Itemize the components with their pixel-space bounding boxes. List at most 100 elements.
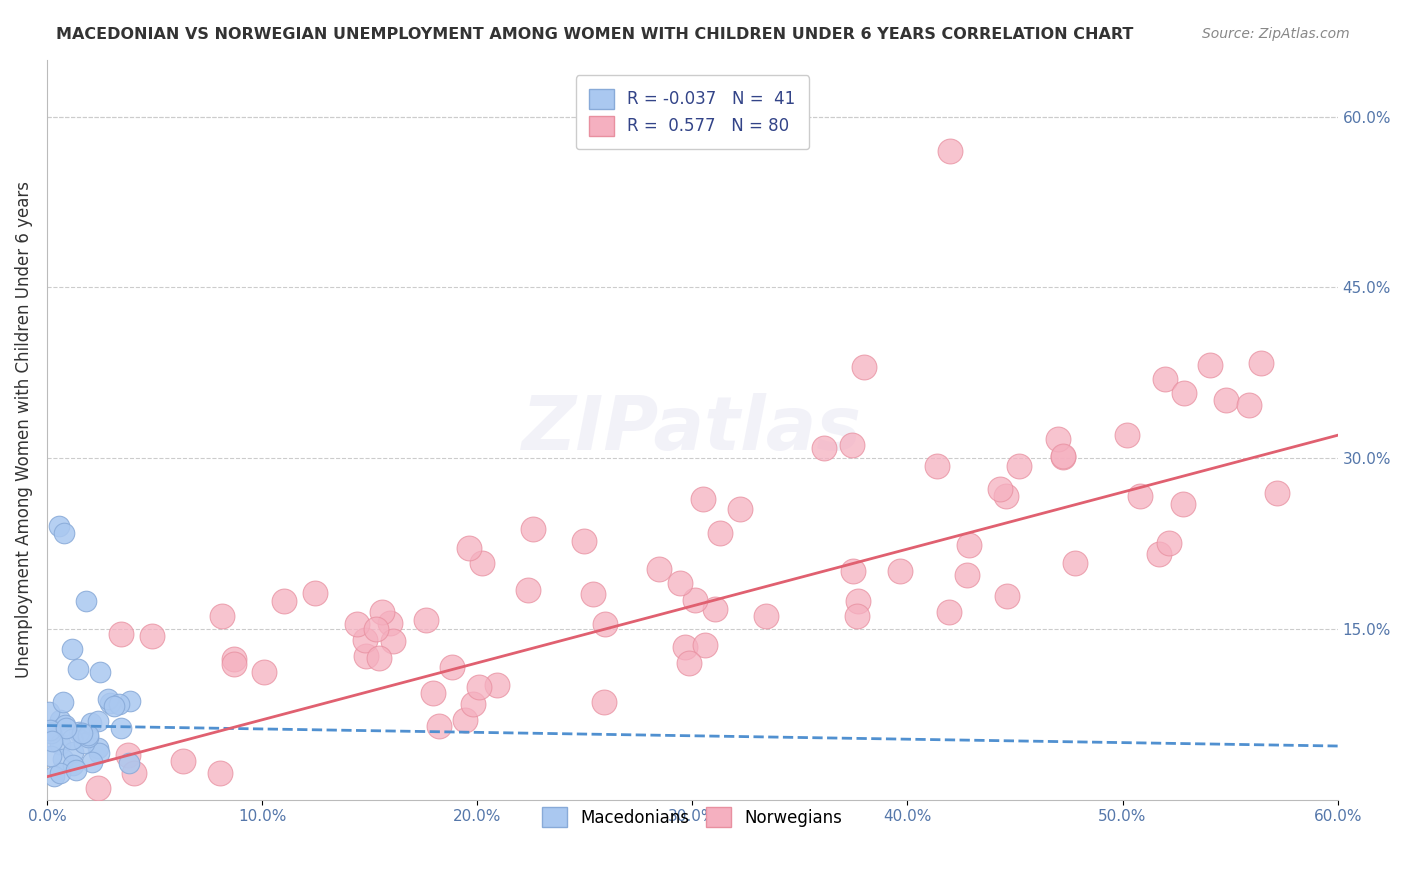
Point xyxy=(574,534,596,549)
Point xyxy=(41,723,63,737)
Point xyxy=(62,745,84,759)
Point xyxy=(582,587,605,601)
Point xyxy=(1115,427,1137,442)
Point xyxy=(44,769,66,783)
Point xyxy=(67,662,90,676)
Point xyxy=(889,564,911,578)
Point xyxy=(485,678,508,692)
Point xyxy=(648,561,671,575)
Point xyxy=(728,502,751,516)
Point xyxy=(354,648,377,663)
Point xyxy=(367,650,389,665)
Point xyxy=(939,144,962,158)
Point xyxy=(685,592,707,607)
Point xyxy=(1250,356,1272,370)
Point xyxy=(62,758,84,772)
Point xyxy=(461,697,484,711)
Point xyxy=(73,736,96,750)
Point xyxy=(76,730,98,744)
Point xyxy=(52,752,75,766)
Point xyxy=(1173,497,1195,511)
Point xyxy=(49,737,72,751)
Point xyxy=(997,589,1019,603)
Point xyxy=(353,633,375,648)
Point xyxy=(853,359,876,374)
Point xyxy=(87,746,110,760)
Point xyxy=(51,695,73,709)
Point xyxy=(75,593,97,607)
Point xyxy=(709,525,731,540)
Point xyxy=(695,638,717,652)
Point xyxy=(988,482,1011,496)
Point xyxy=(124,765,146,780)
Point xyxy=(441,659,464,673)
Point xyxy=(1159,535,1181,549)
Text: MACEDONIAN VS NORWEGIAN UNEMPLOYMENT AMONG WOMEN WITH CHILDREN UNDER 6 YEARS COR: MACEDONIAN VS NORWEGIAN UNEMPLOYMENT AMO… xyxy=(56,27,1133,42)
Point xyxy=(48,518,70,533)
Point xyxy=(1064,556,1087,570)
Point xyxy=(87,740,110,755)
Point xyxy=(1052,450,1074,464)
Point xyxy=(304,586,326,600)
Point xyxy=(1239,398,1261,412)
Point xyxy=(841,438,863,452)
Point xyxy=(117,747,139,762)
Point xyxy=(49,713,72,727)
Point xyxy=(118,756,141,770)
Point xyxy=(110,627,132,641)
Point xyxy=(957,538,980,552)
Legend: Macedonians, Norwegians: Macedonians, Norwegians xyxy=(534,798,851,836)
Point xyxy=(141,629,163,643)
Point xyxy=(427,719,450,733)
Point xyxy=(1052,449,1074,463)
Point xyxy=(1129,489,1152,503)
Point xyxy=(1047,433,1070,447)
Point xyxy=(273,594,295,608)
Point xyxy=(755,609,778,624)
Point xyxy=(60,642,83,657)
Point xyxy=(1147,547,1170,561)
Point xyxy=(1154,372,1177,386)
Point xyxy=(39,749,62,764)
Y-axis label: Unemployment Among Women with Children Under 6 years: Unemployment Among Women with Children U… xyxy=(15,181,32,678)
Text: ZIPatlas: ZIPatlas xyxy=(522,393,862,466)
Point xyxy=(366,622,388,636)
Point xyxy=(49,765,72,780)
Point xyxy=(522,522,544,536)
Point xyxy=(41,734,63,748)
Point xyxy=(38,706,60,720)
Point xyxy=(87,781,110,796)
Point xyxy=(38,723,60,738)
Point xyxy=(668,576,690,591)
Point xyxy=(1199,358,1222,372)
Point xyxy=(65,763,87,777)
Point xyxy=(673,640,696,655)
Point xyxy=(1265,485,1288,500)
Point xyxy=(593,617,616,632)
Point xyxy=(938,606,960,620)
Point xyxy=(703,601,725,615)
Point xyxy=(110,721,132,735)
Point xyxy=(120,694,142,708)
Point xyxy=(692,491,714,506)
Point xyxy=(995,490,1018,504)
Point xyxy=(842,564,865,578)
Point xyxy=(98,696,121,710)
Point xyxy=(956,568,979,582)
Text: Source: ZipAtlas.com: Source: ZipAtlas.com xyxy=(1202,27,1350,41)
Point xyxy=(1173,386,1195,401)
Point xyxy=(346,617,368,632)
Point xyxy=(87,714,110,728)
Point xyxy=(380,615,402,630)
Point xyxy=(80,756,103,770)
Point xyxy=(813,442,835,456)
Point xyxy=(39,726,62,740)
Point xyxy=(593,694,616,708)
Point xyxy=(370,605,392,619)
Point xyxy=(846,594,869,608)
Point xyxy=(1215,392,1237,407)
Point xyxy=(80,716,103,731)
Point xyxy=(845,609,868,624)
Point xyxy=(468,680,491,694)
Point xyxy=(53,525,76,540)
